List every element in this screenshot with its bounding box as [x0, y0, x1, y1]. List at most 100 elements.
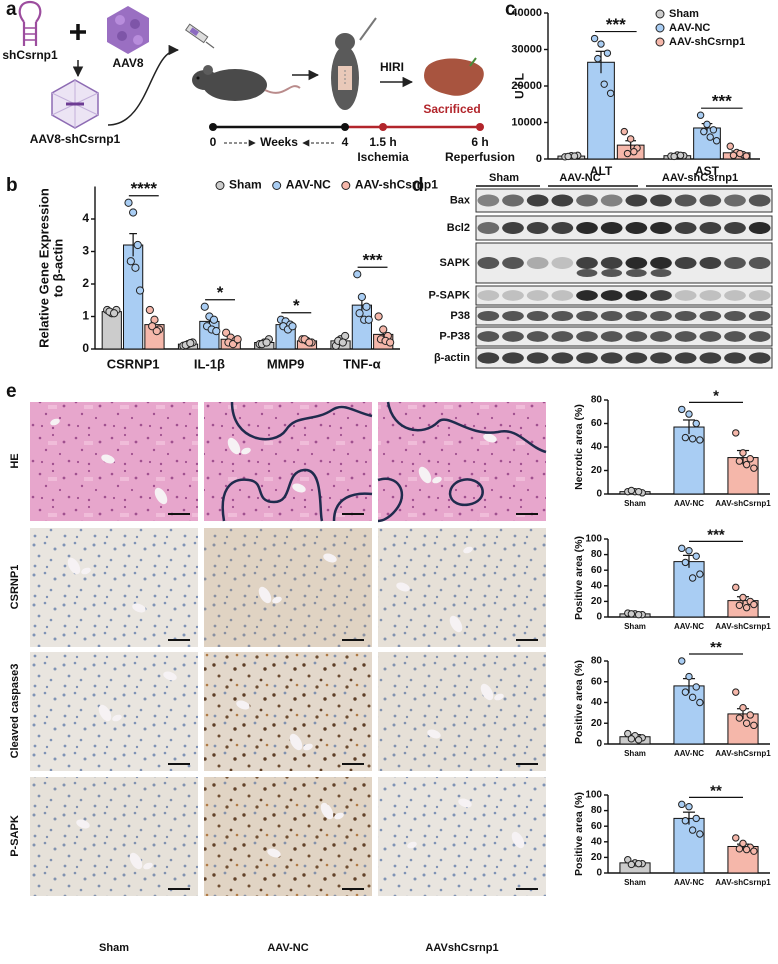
- vessel: [320, 802, 334, 820]
- vessel: [494, 693, 504, 701]
- vessel: [483, 433, 497, 443]
- vessel: [267, 848, 281, 858]
- data-point: [148, 322, 157, 331]
- blot-band: [576, 331, 598, 342]
- data-point: [732, 688, 740, 696]
- data-point: [742, 152, 750, 160]
- blot-row-label: Bax: [450, 194, 471, 206]
- data-point: [670, 152, 678, 161]
- data-point: [735, 714, 744, 722]
- blot-strip: [475, 215, 773, 241]
- histology-image: [204, 777, 372, 896]
- blot-band: [724, 222, 746, 234]
- vessel: [396, 582, 410, 592]
- histology-image: [204, 528, 372, 647]
- blot-band: [601, 269, 623, 277]
- x-tick-label: AAV-shCsrnp1: [715, 749, 771, 758]
- data-point: [739, 839, 747, 848]
- data-point: [200, 302, 209, 311]
- stain-tint: [204, 528, 372, 647]
- y-tick-label: 0: [596, 868, 602, 879]
- data-point: [696, 111, 705, 119]
- necrosis-outline: [230, 401, 373, 441]
- x-tick-label: MMP9: [267, 356, 305, 371]
- data-point: [700, 127, 708, 136]
- bar: [673, 561, 705, 618]
- y-tick-label: 30000: [511, 43, 542, 55]
- data-point: [634, 736, 643, 744]
- data-point: [570, 152, 579, 160]
- tissue: [30, 652, 198, 771]
- data-point: [685, 410, 693, 418]
- vessel: [241, 447, 251, 455]
- data-point: [735, 845, 744, 853]
- data-point: [692, 419, 700, 428]
- data-point: [735, 457, 744, 465]
- significance: ***: [707, 526, 725, 543]
- blot-band: [576, 269, 598, 277]
- y-tick-label: 100: [585, 790, 602, 801]
- y-tick-label: 20: [591, 596, 603, 607]
- blot-band: [576, 310, 598, 322]
- blot-band: [600, 290, 623, 301]
- blot-row-label: Bcl2: [447, 222, 470, 234]
- x-tick-label: AAV-shCsrnp1: [715, 878, 771, 887]
- data-point: [362, 302, 371, 311]
- syringe-icon: [184, 23, 215, 49]
- blot-band: [625, 290, 648, 301]
- blot-band: [576, 257, 598, 269]
- vessel: [143, 862, 153, 870]
- data-point: [305, 338, 314, 347]
- x-tick-label: AAV-NC: [674, 622, 704, 631]
- data-point: [742, 845, 751, 854]
- y-tick-label: 2: [82, 276, 89, 290]
- vessel: [289, 733, 303, 751]
- data-point: [696, 830, 704, 838]
- blot-band: [699, 352, 722, 364]
- vessel: [458, 798, 472, 808]
- blot-band: [526, 257, 549, 269]
- blot-band: [674, 222, 697, 234]
- blot-band: [724, 290, 746, 301]
- data-point: [355, 309, 364, 318]
- blot-band: [526, 352, 549, 364]
- data-point: [678, 657, 686, 665]
- blot-band: [674, 331, 697, 342]
- blot-band: [724, 331, 746, 342]
- data-point: [742, 603, 751, 612]
- blot-band: [502, 352, 524, 364]
- x-tick-label: Sham: [624, 749, 646, 758]
- histology-row-label: P-SAPK: [9, 815, 21, 857]
- blot-band: [674, 310, 697, 322]
- data-point: [681, 817, 690, 825]
- data-point: [685, 547, 693, 555]
- blot-group: AAV-shCsrnp1: [662, 172, 738, 184]
- vessel: [407, 841, 417, 849]
- y-tick-label: 20: [591, 465, 603, 476]
- blot-band: [724, 310, 746, 322]
- data-point: [357, 292, 366, 302]
- data-point: [228, 340, 238, 349]
- data-point: [729, 151, 738, 160]
- x-tick-label: Sham: [624, 499, 646, 508]
- panel-label: b: [6, 175, 18, 196]
- tissue: [378, 402, 546, 521]
- y-tick-label: 100: [585, 534, 602, 545]
- blot-band: [699, 257, 722, 269]
- vessel: [463, 546, 473, 554]
- data-point: [678, 544, 686, 553]
- tissue: [204, 652, 372, 771]
- data-point: [212, 327, 221, 336]
- data-point: [685, 672, 693, 681]
- data-point: [152, 327, 161, 336]
- y-axis-label: Positive area (%): [573, 791, 586, 877]
- timeline-point: [476, 123, 484, 131]
- x-tick-label: AST: [695, 164, 720, 178]
- x-tick-label: AAV-shCsrnp1: [715, 622, 771, 631]
- blot-band: [650, 290, 672, 301]
- y-tick-label: 4: [82, 211, 89, 225]
- blot-band: [576, 222, 598, 234]
- data-point: [696, 436, 704, 444]
- data-point: [186, 339, 195, 348]
- data-point: [692, 552, 700, 560]
